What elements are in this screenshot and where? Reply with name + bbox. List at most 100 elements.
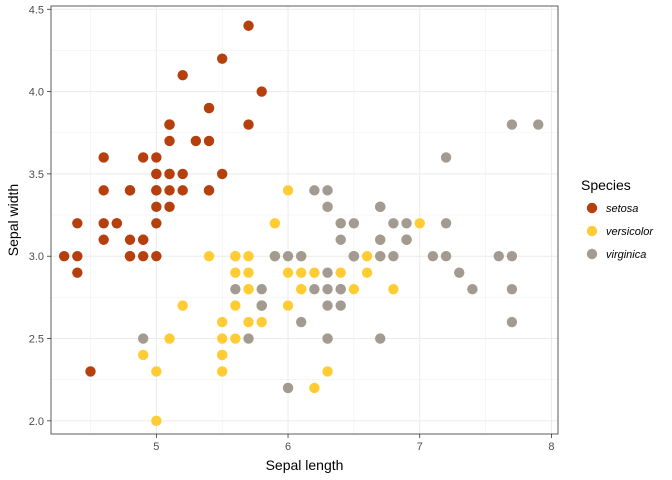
point-virginica	[243, 333, 254, 344]
point-setosa	[216, 168, 228, 180]
point-virginica	[401, 218, 412, 229]
panel-border	[50, 5, 559, 435]
point-versicolor	[309, 267, 320, 278]
point-versicolor	[137, 349, 149, 361]
y-tick-label: 2.0	[29, 416, 44, 428]
point-virginica	[335, 283, 346, 295]
point-versicolor	[230, 300, 241, 311]
point-versicolor	[151, 415, 162, 427]
point-setosa	[98, 185, 109, 196]
legend-key-setosa	[586, 202, 598, 214]
point-virginica	[533, 119, 544, 130]
point-virginica	[269, 251, 281, 262]
point-versicolor	[348, 283, 360, 295]
point-setosa	[137, 152, 149, 163]
point-virginica	[335, 234, 346, 245]
point-setosa	[124, 251, 136, 262]
point-virginica	[335, 218, 346, 229]
point-setosa	[256, 86, 267, 97]
point-virginica	[401, 234, 412, 245]
point-versicolor	[151, 366, 162, 377]
point-virginica	[506, 251, 518, 262]
point-setosa	[58, 251, 70, 262]
point-virginica	[335, 300, 346, 311]
point-versicolor	[243, 283, 254, 295]
point-setosa	[151, 185, 162, 196]
point-setosa	[137, 251, 149, 262]
point-setosa	[177, 69, 188, 81]
point-versicolor	[216, 316, 228, 328]
point-versicolor	[296, 283, 307, 295]
point-versicolor	[177, 300, 188, 311]
point-setosa	[203, 135, 215, 147]
point-versicolor	[322, 366, 333, 377]
point-setosa	[164, 135, 175, 147]
point-virginica	[440, 152, 452, 163]
legend-label-virginica: virginica	[606, 249, 646, 261]
point-virginica	[388, 251, 399, 262]
point-virginica	[322, 300, 333, 311]
legend-key-versicolor	[586, 225, 598, 237]
legend-items: setosa versicolor virginica	[586, 202, 654, 261]
point-virginica	[506, 316, 518, 328]
point-virginica	[375, 251, 386, 262]
panel-background	[51, 6, 558, 434]
point-virginica	[506, 119, 518, 130]
point-virginica	[322, 201, 333, 213]
point-setosa	[98, 218, 109, 229]
point-setosa	[98, 234, 109, 245]
point-virginica	[256, 300, 267, 311]
point-setosa	[151, 201, 162, 213]
point-setosa	[164, 201, 175, 213]
point-virginica	[348, 251, 360, 262]
point-versicolor	[335, 267, 346, 278]
point-versicolor	[243, 316, 254, 328]
point-virginica	[309, 185, 320, 196]
point-versicolor	[230, 333, 241, 344]
point-setosa	[164, 119, 175, 130]
grid-major	[51, 6, 558, 434]
y-tick-label: 3.5	[29, 169, 44, 181]
point-virginica	[322, 333, 333, 344]
point-versicolor	[164, 333, 175, 344]
point-versicolor	[203, 251, 215, 262]
y-axis-title: Sepal width	[5, 184, 21, 256]
point-virginica	[467, 283, 478, 295]
y-tick-label: 4.5	[29, 4, 44, 16]
point-virginica	[375, 333, 386, 344]
point-virginica	[348, 218, 360, 229]
point-versicolor	[243, 251, 254, 262]
point-virginica	[309, 283, 320, 295]
point-versicolor	[282, 300, 294, 311]
point-virginica	[296, 251, 307, 262]
point-setosa	[137, 234, 149, 245]
point-setosa	[203, 102, 215, 114]
point-virginica	[137, 333, 149, 344]
point-versicolor	[243, 267, 254, 278]
point-virginica	[375, 234, 386, 245]
point-virginica	[440, 251, 452, 262]
point-versicolor	[282, 185, 294, 196]
point-versicolor	[216, 366, 228, 377]
point-versicolor	[414, 218, 425, 229]
point-setosa	[151, 152, 162, 163]
x-axis-title: Sepal length	[266, 457, 344, 473]
point-setosa	[164, 168, 175, 180]
point-versicolor	[256, 316, 267, 328]
point-virginica	[506, 283, 518, 295]
legend-key-virginica	[586, 248, 598, 260]
point-setosa	[203, 185, 215, 196]
grid-minor	[51, 6, 558, 434]
axis-tick-labels: 5 6 7 8 2.0 2.5 3.0 3.5 4.0 4.5	[29, 4, 555, 453]
point-versicolor	[269, 218, 281, 229]
point-virginica	[282, 382, 294, 394]
y-tick-label: 2.5	[29, 334, 44, 346]
point-setosa	[151, 251, 162, 262]
point-setosa	[111, 218, 123, 229]
point-versicolor	[230, 267, 241, 278]
point-virginica	[282, 251, 294, 262]
x-tick-label: 7	[417, 441, 423, 453]
legend-title: Species	[581, 177, 631, 193]
point-virginica	[322, 267, 333, 278]
point-virginica	[493, 251, 504, 262]
